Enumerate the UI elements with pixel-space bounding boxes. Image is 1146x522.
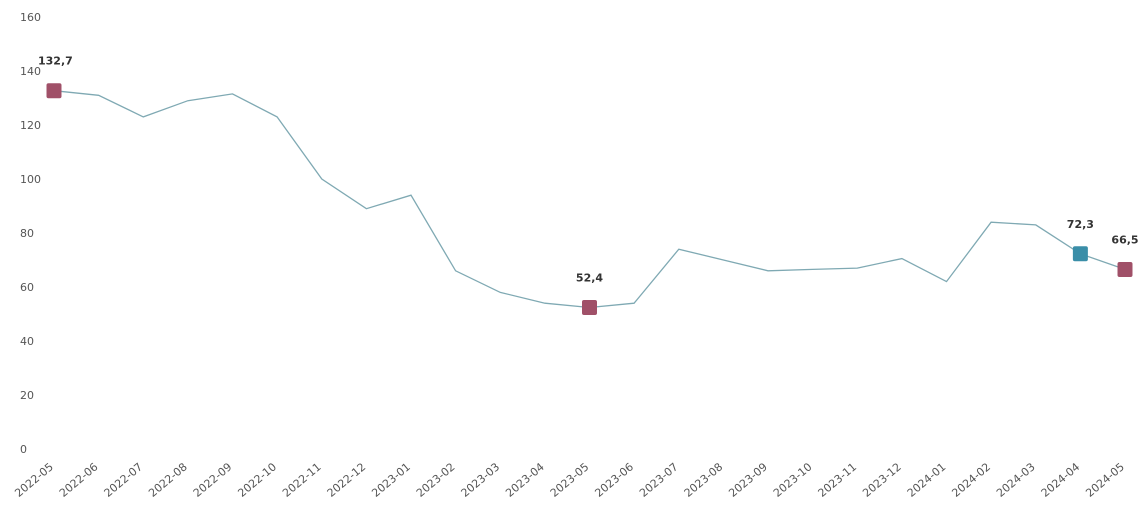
x-tick-label: 2023-06 [592, 460, 636, 500]
x-tick-label: 2023-09 [726, 460, 770, 500]
data-label: 52,4 [576, 272, 603, 285]
x-tick-label: 2024-03 [994, 460, 1038, 500]
y-tick-label: 40 [20, 335, 34, 348]
x-tick-label: 2022-11 [280, 460, 324, 500]
x-tick-label: 2022-09 [191, 460, 235, 500]
highlight-marker [1072, 246, 1088, 262]
highlight-marker [46, 83, 62, 99]
x-axis-ticks: 2022-05 2022-06 2022-07 2022-08 2022-09 2022-… [12, 460, 1127, 500]
x-tick-label: 2022-06 [57, 460, 101, 500]
y-tick-label: 20 [20, 389, 34, 402]
x-tick-label: 2024-01 [905, 460, 949, 500]
x-tick-label: 2023-12 [860, 460, 904, 500]
x-tick-label: 2022-07 [102, 460, 146, 500]
data-label: 66,5 [1111, 233, 1138, 246]
x-tick-label: 2023-01 [369, 460, 413, 500]
x-tick-label: 2023-10 [771, 460, 815, 500]
x-tick-label: 2023-02 [414, 460, 458, 500]
x-tick-label: 2024-02 [949, 460, 993, 500]
x-tick-label: 2023-11 [816, 460, 860, 500]
y-tick-label: 140 [20, 65, 41, 78]
x-tick-label: 2022-10 [235, 460, 279, 500]
x-tick-label: 2022-05 [12, 460, 56, 500]
y-tick-label: 100 [20, 173, 41, 186]
highlight-markers: 132,7 52,4 72,3 66,5 [38, 55, 1139, 316]
data-label: 132,7 [38, 55, 73, 68]
highlight-marker [1117, 261, 1133, 277]
y-tick-label: 0 [20, 443, 27, 456]
y-tick-label: 160 [20, 11, 41, 24]
x-tick-label: 2022-08 [146, 460, 190, 500]
y-tick-label: 60 [20, 281, 34, 294]
x-tick-label: 2024-05 [1083, 460, 1127, 500]
x-tick-label: 2023-05 [548, 460, 592, 500]
highlight-marker [582, 300, 597, 316]
x-tick-label: 2023-08 [682, 460, 726, 500]
x-tick-label: 2022-12 [325, 460, 369, 500]
y-tick-label: 80 [20, 227, 34, 240]
x-tick-label: 2023-04 [503, 460, 547, 500]
x-tick-label: 2023-07 [637, 460, 681, 500]
data-label: 72,3 [1067, 218, 1094, 231]
x-tick-label: 2024-04 [1039, 460, 1083, 500]
x-tick-label: 2023-03 [459, 460, 503, 500]
y-tick-label: 120 [20, 119, 41, 132]
y-axis-ticks: 0 20 40 60 80 100 120 140 160 [20, 11, 41, 456]
